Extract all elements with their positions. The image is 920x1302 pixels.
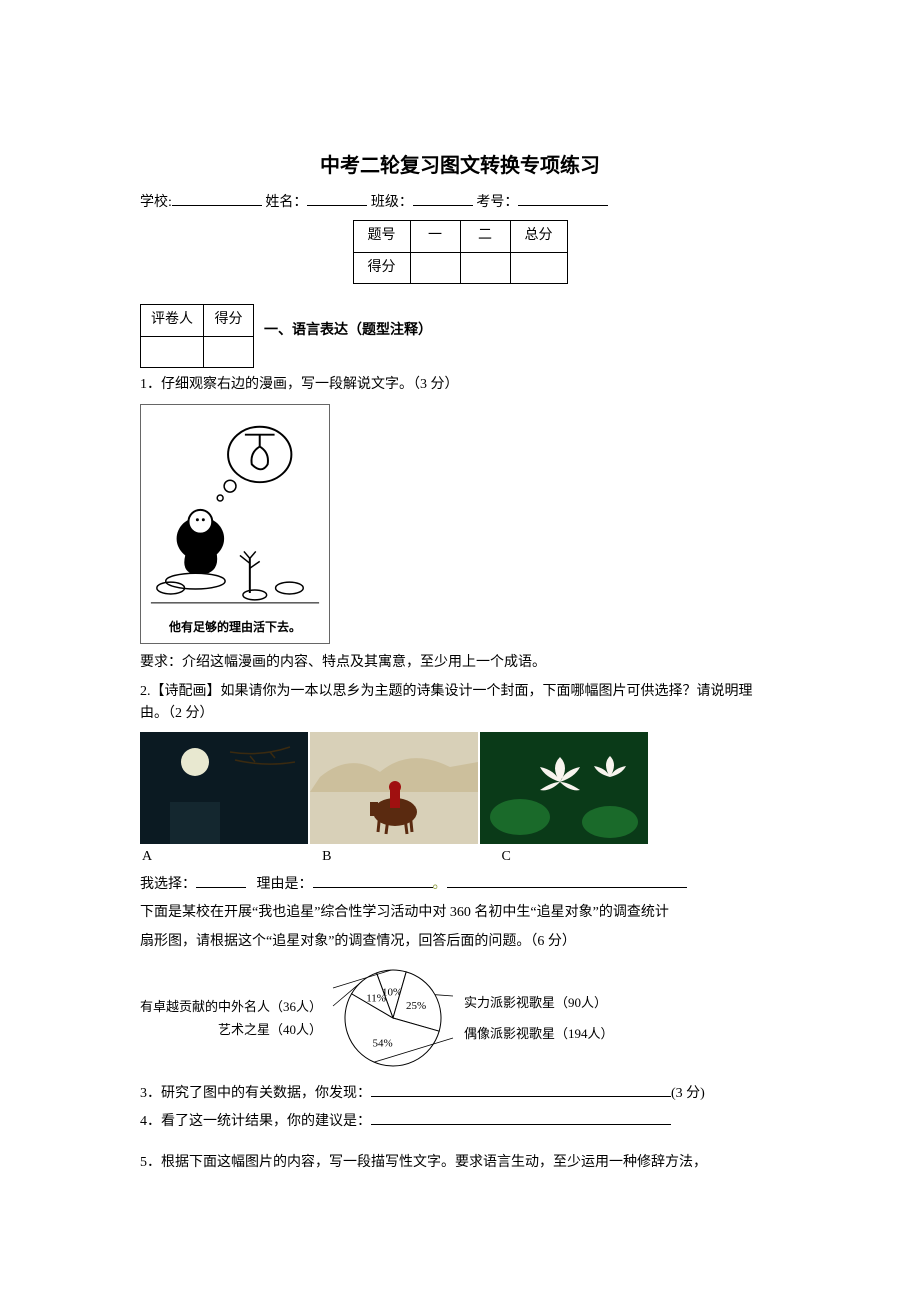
survey-intro-2: 扇形图，请根据这个“追星对象”的调查情况，回答后面的问题。（6 分） [140,931,780,953]
opt-a-label: A [142,846,152,868]
question-3: 3．研究了图中的有关数据，你发现： (3 分) [140,1083,780,1105]
choose-label: 我选择： [140,877,196,892]
exam-no-label: 考号： [476,195,518,210]
grader-col1: 评卷人 [141,305,204,336]
q3-blank[interactable] [371,1083,671,1097]
reason-blank-1[interactable] [313,874,433,888]
opt-b-label: B [322,846,331,868]
pie-chart: 10%25%54%11% [328,963,458,1073]
pie-chart-row: 有卓越贡献的中外名人（36人） 艺术之星（40人） 10%25%54%11% 实… [140,963,780,1073]
question-2: 2.【诗配画】如果请你为一本以思乡为主题的诗集设计一个封面，下面哪幅图片可供选择… [140,681,780,726]
name-label: 姓名： [265,195,307,210]
score-cell-1[interactable] [410,252,460,283]
svg-text:54%: 54% [373,1037,393,1049]
q3-text: 3．研究了图中的有关数据，你发现： [140,1086,371,1101]
question-1: 1．仔细观察右边的漫画，写一段解说文字。（3 分） [140,374,780,396]
pie-label-1: 艺术之星（40人） [140,1018,322,1041]
school-label: 学校: [140,195,172,210]
q4-text: 4．看了这一统计结果，你的建议是： [140,1114,371,1129]
grader-name-cell[interactable] [141,336,204,367]
pie-left-labels: 有卓越贡献的中外名人（36人） 艺术之星（40人） [140,995,328,1042]
grader-table: 评卷人 得分 [140,304,254,368]
image-options-row [140,732,780,844]
svg-text:25%: 25% [406,1000,426,1012]
pie-label-3: 偶像派影视歌星（194人） [464,1018,614,1049]
green-dot: 。 [433,877,447,892]
question-1-req: 要求：介绍这幅漫画的内容、特点及其寓意，至少用上一个成语。 [140,652,780,674]
option-image-b [310,732,478,844]
question-4: 4．看了这一统计结果，你的建议是： [140,1111,780,1133]
cartoon-image: 他有足够的理由活下去。 [140,404,330,644]
opt-c-label: C [501,846,510,868]
class-blank[interactable] [413,192,473,206]
cartoon-svg [141,405,329,642]
exam-no-blank[interactable] [518,192,608,206]
option-image-c [480,732,648,844]
pie-right-labels: 实力派影视歌星（90人） 偶像派影视歌星（194人） [458,987,614,1049]
q3-pts: (3 分) [671,1086,705,1101]
reason-label: 理由是： [257,877,313,892]
name-blank[interactable] [307,192,367,206]
score-header-3: 总分 [510,221,567,252]
score-cell-2[interactable] [460,252,510,283]
pie-label-2: 实力派影视歌星（90人） [464,987,614,1018]
school-blank[interactable] [172,192,262,206]
page-title: 中考二轮复习图文转换专项练习 [140,150,780,182]
choose-line: 我选择： 理由是： 。 [140,874,780,896]
score-header-0: 题号 [353,221,410,252]
survey-intro-1: 下面是某校在开展“我也追星”综合性学习活动中对 360 名初中生“追星对象”的调… [140,902,780,924]
class-label: 班级： [371,195,413,210]
option-labels: A B C [140,846,780,868]
score-table: 题号 一 二 总分 得分 [353,220,568,284]
grader-score-cell[interactable] [204,336,254,367]
student-info-line: 学校: 姓名： 班级： 考号： [140,192,780,214]
pie-label-0: 有卓越贡献的中外名人（36人） [140,995,322,1018]
score-row2-label: 得分 [353,252,410,283]
cartoon-caption: 他有足够的理由活下去。 [141,618,329,637]
reason-blank-2[interactable] [447,874,687,888]
score-cell-total[interactable] [510,252,567,283]
score-header-1: 一 [410,221,460,252]
score-header-2: 二 [460,221,510,252]
option-image-a [140,732,308,844]
q4-blank[interactable] [371,1111,671,1125]
question-5: 5．根据下面这幅图片的内容，写一段描写性文字。要求语言生动，至少运用一种修辞方法… [140,1152,780,1174]
grader-col2: 得分 [204,305,254,336]
svg-text:11%: 11% [366,993,386,1005]
choose-blank[interactable] [196,874,246,888]
